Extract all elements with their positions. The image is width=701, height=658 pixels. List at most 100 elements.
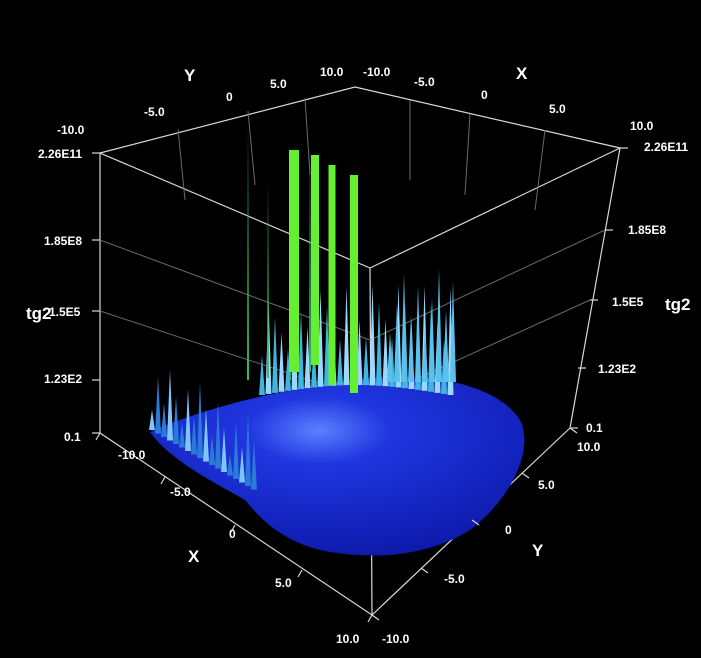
spike-left (185, 389, 191, 451)
x-axis-title-top: X (516, 64, 528, 83)
z-right-tick-0: 0.1 (586, 421, 603, 435)
y-top-tick-10: 10.0 (320, 65, 344, 79)
z-left-tick-4: 2.26E11 (38, 147, 82, 161)
spike-left (191, 415, 197, 455)
spike-ring (311, 343, 317, 388)
z-left-tick-1: 1.23E2 (44, 372, 82, 386)
spike-right (387, 332, 393, 382)
spike-left (239, 447, 245, 483)
spike-right (429, 298, 435, 382)
spike-left (251, 440, 257, 490)
z-left-tick-0: 0.1 (64, 430, 81, 444)
spike-ring (259, 355, 265, 395)
spike-left (161, 403, 167, 437)
spike-thin-green (247, 125, 249, 380)
y-top-tick--5: -5.0 (144, 105, 165, 119)
spike-left (233, 421, 239, 479)
y-bottom-tick--10: -10.0 (382, 632, 410, 646)
spike-ring (337, 339, 343, 386)
spike-right (408, 315, 414, 382)
spike-tall-green (311, 155, 319, 365)
spike-ring (343, 286, 350, 386)
spike-ring (369, 284, 376, 386)
spike-left (245, 414, 251, 486)
y-bottom-tick--5: -5.0 (444, 572, 465, 586)
spike-left (221, 428, 227, 472)
spike-ring (272, 316, 278, 393)
spike-right (422, 327, 428, 382)
spike-right (436, 269, 442, 382)
z-right-tick-2: 1.5E5 (612, 295, 644, 309)
y-top-tick--10: -10.0 (57, 123, 85, 137)
y-bottom-tick-5: 5.0 (538, 478, 555, 492)
spike-tall-green (289, 150, 299, 372)
surface-base (150, 376, 525, 556)
z-right-tick-1: 1.23E2 (598, 362, 636, 376)
z-right-tick-3: 1.85E8 (628, 223, 666, 237)
surface-spikes (149, 125, 456, 490)
x-top-tick-10: 10.0 (630, 119, 654, 133)
spike-thin-green (309, 145, 311, 372)
tick-mark (569, 427, 578, 434)
spike-right (415, 286, 421, 382)
spike-left (203, 408, 209, 462)
tick-mark (371, 614, 380, 621)
x-bottom-tick-5: 5.0 (275, 576, 292, 590)
x-bottom-tick-0: 0 (229, 527, 236, 541)
spike-tall-green (328, 165, 336, 385)
spike-left (227, 454, 233, 476)
y-top-tick-0: 0 (226, 90, 233, 104)
tick-mark (420, 567, 429, 574)
x-top-tick-0: 0 (481, 88, 488, 102)
x-bottom-tick--10: -10.0 (118, 448, 146, 462)
tick-mark (521, 472, 530, 479)
spike-left (215, 401, 221, 469)
spike-ring (376, 301, 382, 386)
tick-mark (160, 476, 166, 485)
spike-right (450, 281, 456, 382)
spike-left (155, 376, 161, 434)
tick-mark (230, 524, 236, 533)
spike-right (401, 274, 407, 382)
spike-ring (298, 310, 304, 389)
spike-ring (278, 332, 285, 392)
spike-right (394, 303, 400, 382)
spike-left (173, 396, 179, 444)
z-left-tick-2: 1.5E5 (49, 305, 81, 319)
y-top-tick-5: 5.0 (270, 77, 287, 91)
z-right-tick-4: 2.26E11 (644, 140, 688, 154)
y-axis-bottom-ticks: -10.0 -5.0 0 5.0 10.0 (382, 440, 601, 646)
y-axis-top-ticks: -10.0 -5.0 0 5.0 10.0 (57, 65, 344, 137)
x-axis-title-bottom: X (188, 547, 200, 566)
spike-left (179, 422, 185, 448)
spike-tall-green (350, 175, 358, 393)
spike-left (209, 435, 215, 465)
z-axis-title-right: tg2 (665, 295, 691, 314)
y-axis-title-top: Y (184, 66, 196, 85)
tick-mark (297, 569, 303, 578)
x-bottom-tick--5: -5.0 (170, 485, 191, 499)
spike-thin-green (267, 180, 269, 378)
z-axis-left-ticks: 0.1 1.23E2 1.5E5 1.85E8 2.26E11 (38, 147, 82, 444)
x-axis-top-ticks: -10.0 -5.0 0 5.0 10.0 (363, 65, 654, 133)
y-bottom-tick-0: 0 (505, 523, 512, 537)
spike-left (197, 382, 203, 458)
tick-mark (471, 519, 480, 526)
x-axis-bottom-ticks: -10.0 -5.0 0 5.0 10.0 (118, 448, 360, 646)
x-top-tick-5: 5.0 (549, 102, 566, 116)
spike-ring (382, 319, 389, 387)
x-bottom-tick-10: 10.0 (336, 632, 360, 646)
y-bottom-tick-10: 10.0 (577, 440, 601, 454)
spike-left (167, 369, 173, 441)
spike-ring (363, 337, 369, 386)
tick-mark (367, 614, 373, 623)
spike-left (149, 410, 155, 430)
tick-marks (92, 147, 628, 623)
spike-ring (285, 348, 291, 391)
x-top-tick--5: -5.0 (414, 75, 435, 89)
z-left-tick-3: 1.85E8 (44, 234, 82, 248)
tick-mark (95, 432, 101, 441)
x-top-tick--10: -10.0 (363, 65, 391, 79)
z-axis-title-left: tg2 (26, 304, 52, 323)
